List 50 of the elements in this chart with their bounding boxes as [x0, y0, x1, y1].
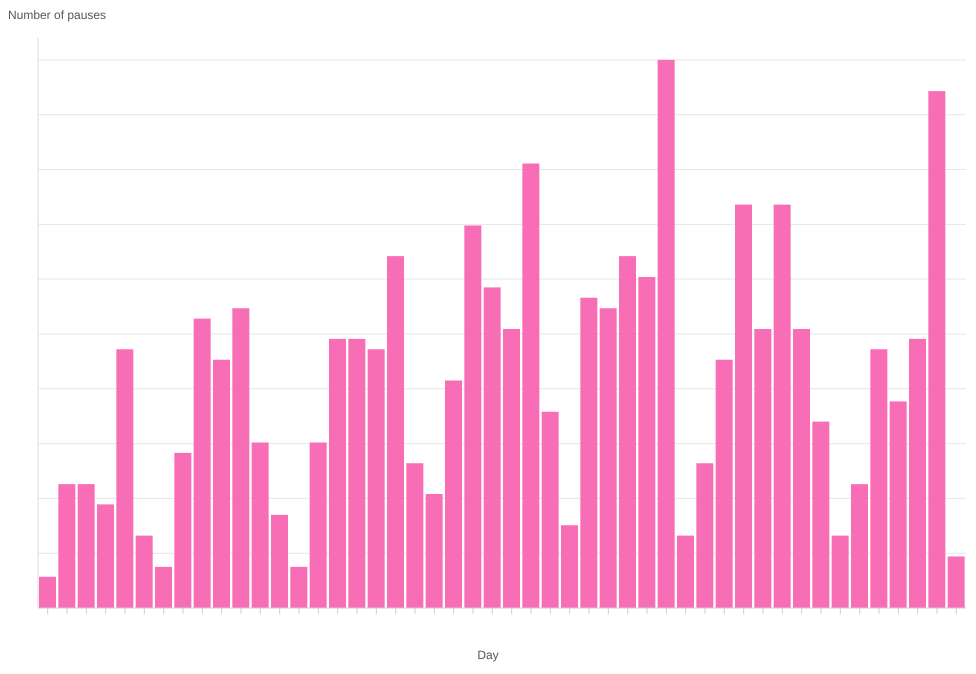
bar — [851, 484, 868, 608]
bar — [406, 463, 424, 608]
bar — [348, 338, 366, 608]
bar — [232, 308, 250, 608]
x-axis-title: Day — [476, 648, 500, 662]
bar — [928, 91, 946, 608]
bar — [870, 349, 888, 608]
bar — [696, 463, 714, 608]
bar — [909, 338, 926, 608]
bar — [638, 276, 656, 608]
bar — [890, 401, 907, 608]
bar — [812, 422, 830, 608]
y-axis-title: Number of pauses — [8, 8, 106, 22]
bar — [116, 349, 134, 608]
bar — [464, 225, 482, 608]
bar — [600, 308, 617, 608]
bar — [368, 349, 385, 608]
bar — [194, 318, 211, 608]
bar — [716, 360, 733, 608]
bar — [774, 204, 791, 608]
bar — [290, 566, 308, 608]
bar — [561, 525, 578, 608]
bar — [174, 452, 192, 608]
bar — [754, 329, 772, 608]
bar — [58, 484, 76, 608]
bar — [252, 442, 269, 608]
bar — [658, 60, 675, 608]
bar — [793, 329, 810, 608]
bar — [136, 536, 153, 608]
bar — [310, 442, 327, 608]
bar — [78, 484, 95, 608]
bar — [155, 566, 172, 608]
bar — [948, 556, 965, 608]
bar — [213, 360, 230, 608]
bar — [619, 256, 636, 608]
bar — [271, 514, 288, 608]
bar — [677, 536, 694, 608]
bar — [832, 536, 849, 608]
bar — [522, 164, 540, 608]
bar — [735, 204, 752, 608]
bar — [580, 298, 598, 608]
bar — [542, 412, 559, 608]
bar — [445, 380, 462, 608]
bar — [39, 576, 56, 608]
bar — [484, 287, 501, 608]
bar — [329, 338, 346, 608]
bar — [97, 504, 114, 608]
bar — [426, 494, 443, 608]
bar — [387, 256, 404, 608]
bar — [503, 329, 520, 608]
